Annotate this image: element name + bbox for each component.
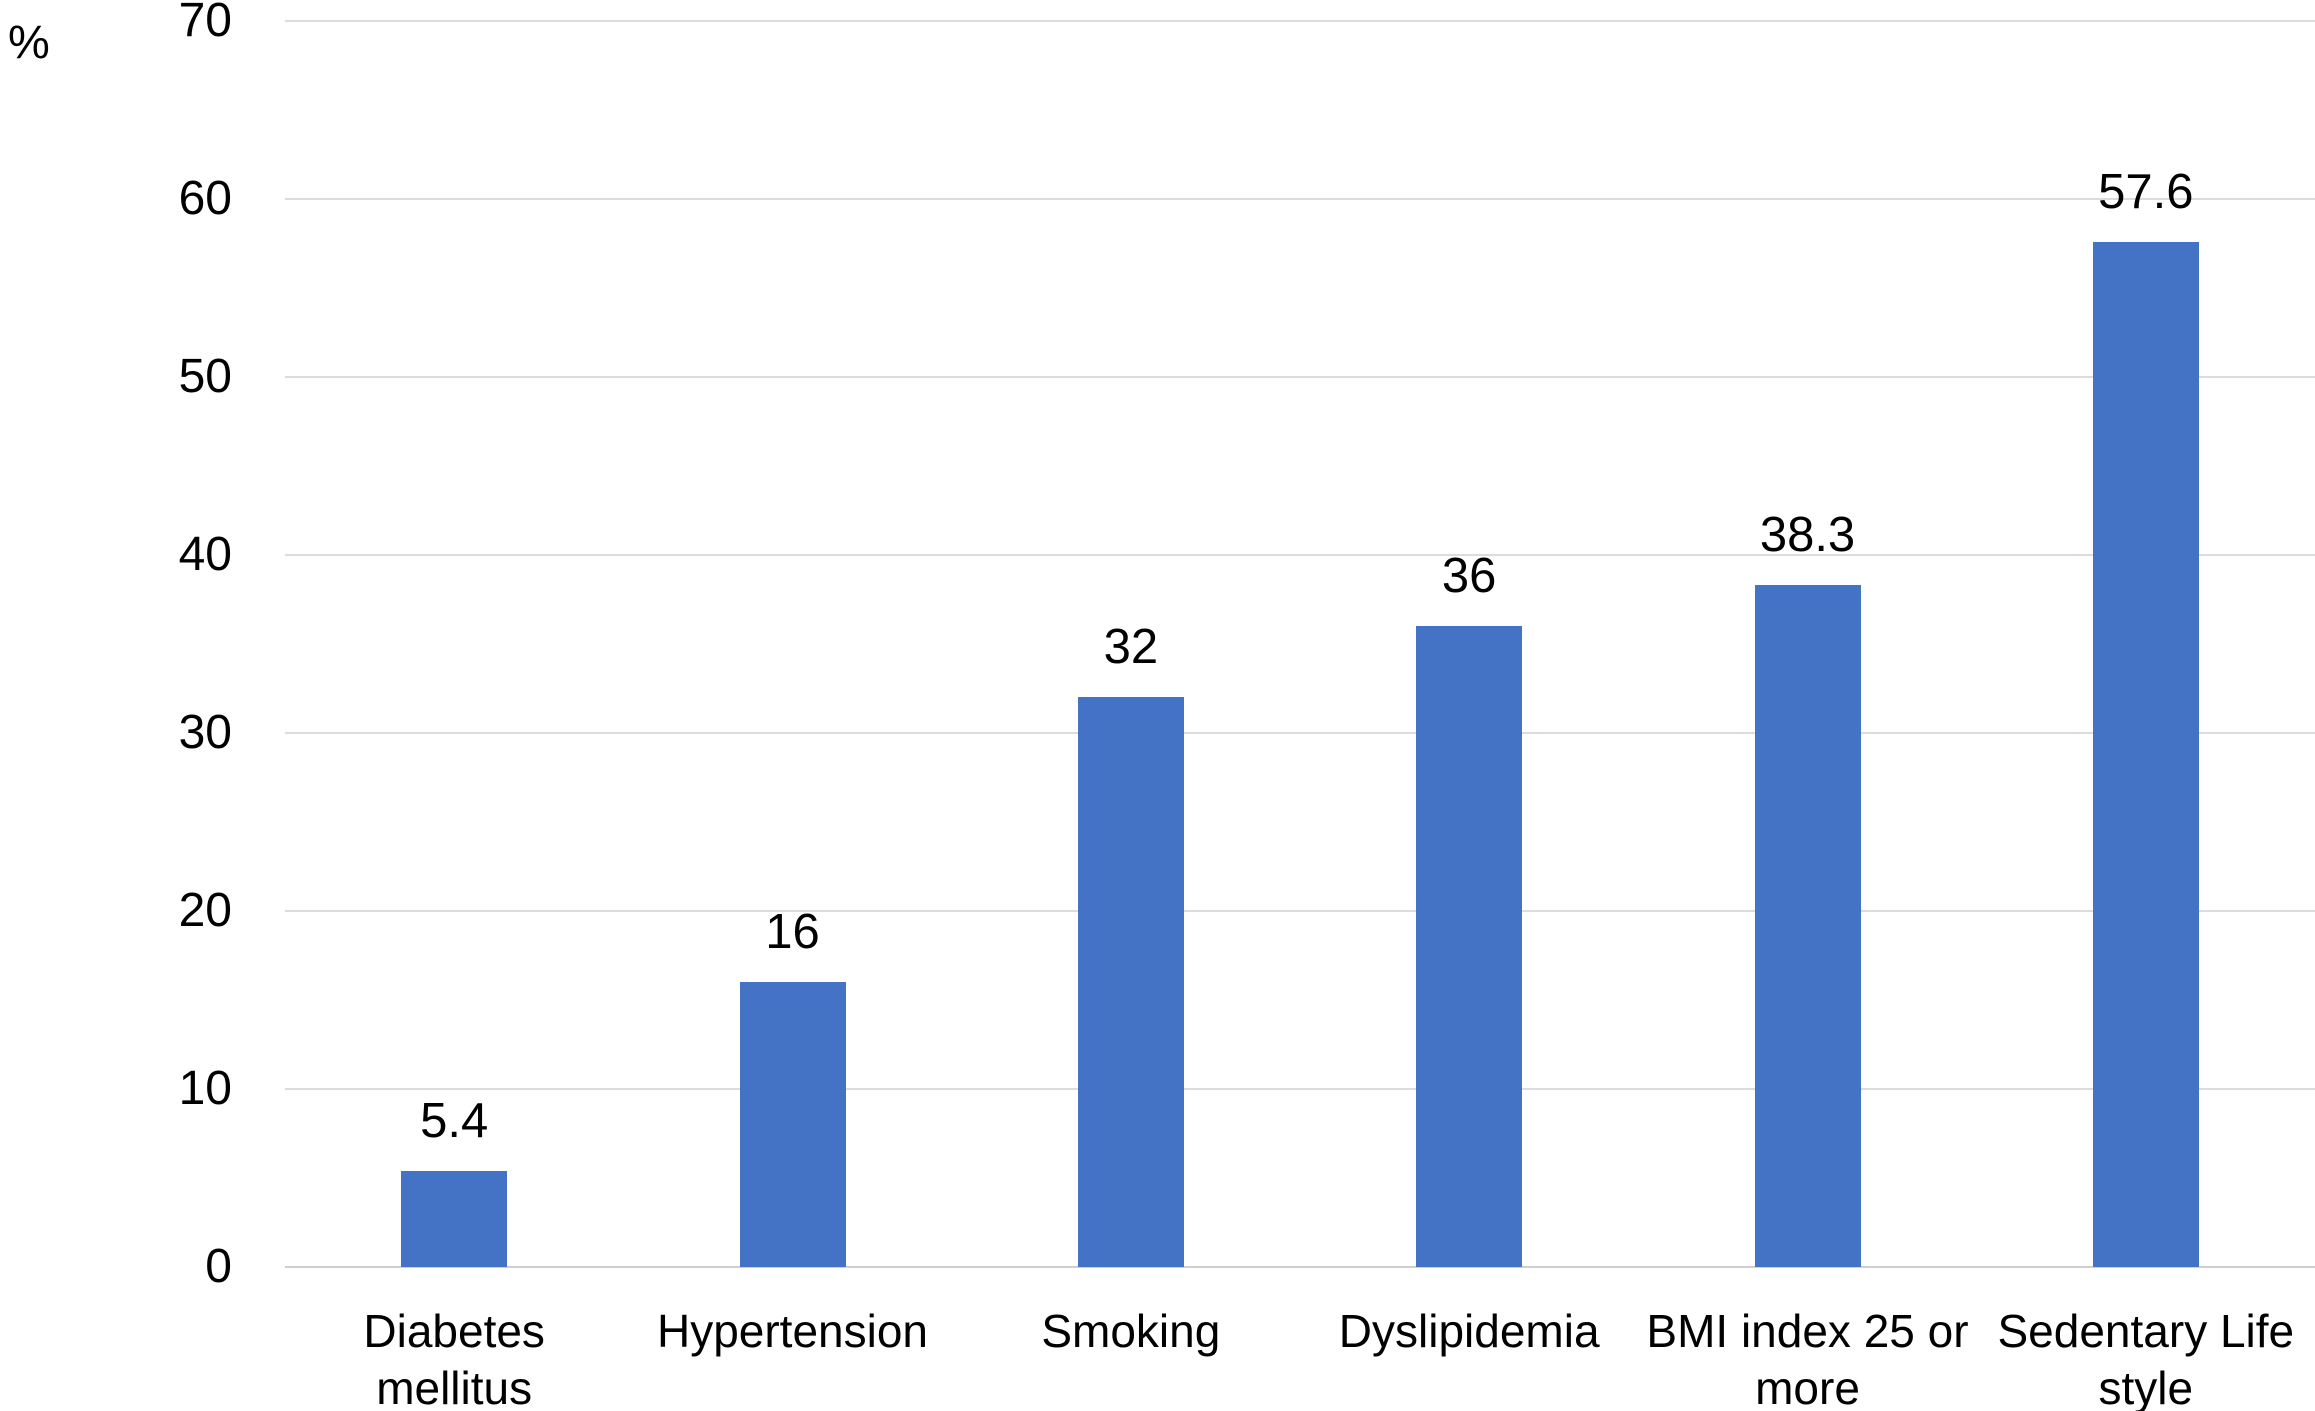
bar-4 [1416, 626, 1523, 1267]
bar-2 [739, 982, 846, 1267]
gridline [285, 1088, 2315, 1090]
gridline [285, 732, 2315, 734]
bar-value-label: 16 [765, 905, 820, 960]
bar-value-label: 57.6 [2098, 164, 2194, 219]
bar-6 [2092, 241, 2199, 1267]
y-axis-unit-label: % [8, 15, 50, 68]
category-label: BMI index 25 or more [1646, 1305, 1969, 1411]
bar-5 [1754, 585, 1861, 1267]
gridline [285, 198, 2315, 200]
category-label: Smoking [1041, 1305, 1221, 1357]
category-label: Diabetes mellitus [363, 1305, 545, 1411]
y-tick-label: 70 [178, 0, 232, 47]
y-tick-label: 20 [178, 884, 232, 937]
gridline [285, 554, 2315, 556]
category-label: Hypertension [656, 1305, 929, 1357]
y-tick-label: 40 [178, 528, 232, 581]
y-tick-label: 60 [178, 172, 232, 225]
bar-value-label: 5.4 [420, 1093, 489, 1148]
bar-3 [1077, 697, 1184, 1267]
y-tick-label: 50 [178, 350, 232, 403]
bar-value-label: 36 [1441, 549, 1497, 604]
y-tick-label: 0 [205, 1240, 232, 1293]
gridline [285, 20, 2315, 22]
category-label: Sedentary Life style [1997, 1305, 2295, 1411]
y-tick-label: 30 [178, 706, 232, 759]
gridline [285, 376, 2315, 378]
bar-value-label: 32 [1103, 620, 1159, 675]
category-label: Dyslipidemia [1338, 1305, 1600, 1357]
bar-1 [401, 1170, 508, 1267]
x-axis-line [285, 1266, 2315, 1268]
bar-value-label: 38.3 [1759, 508, 1856, 563]
gridline [285, 910, 2315, 912]
y-tick-label: 10 [178, 1062, 232, 1115]
